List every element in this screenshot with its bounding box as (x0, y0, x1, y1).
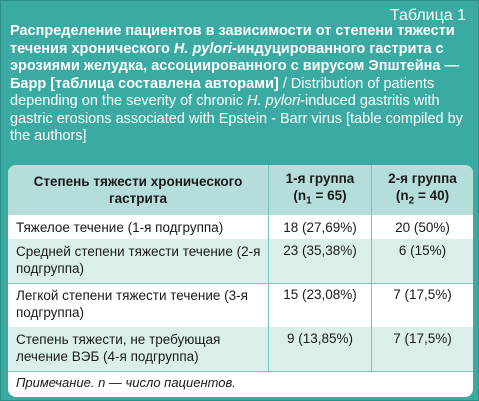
header-group-1-n-sub: 1 (306, 195, 312, 207)
header-group-2: 2-я группа (n2 = 40) (371, 165, 473, 215)
header-group-1: 1-я группа (n1 = 65) (268, 165, 371, 215)
row-group-1-value: 18 (27,69%) (268, 215, 371, 239)
title-en: / Distribution of patients depending on … (10, 76, 463, 145)
row-group-1-value: 9 (13,85%) (268, 327, 371, 371)
title-ru: Распределение пациентов в зависимости от… (10, 23, 459, 92)
row-group-1-value: 15 (23,08%) (268, 283, 371, 327)
row-group-2-value: 20 (50%) (371, 215, 473, 239)
table-row: Степень тяжести, не требующая лечение ВЭ… (8, 327, 473, 371)
row-divider (8, 371, 473, 372)
table-title: Распределение пациентов в зависимости от… (10, 23, 470, 146)
header-group-2-n: (n (395, 188, 409, 204)
header-group-2-label: 2-я группа (388, 171, 457, 187)
row-group-2-value: 7 (17,5%) (371, 283, 473, 327)
row-label: Средней степени тяжести течение (2-я под… (16, 244, 261, 276)
table-header-row: Степень тяжести хронического гастрита 1-… (8, 165, 473, 215)
row-group-2-value: 6 (15%) (371, 239, 473, 283)
title-en-species: H. pylori (246, 93, 301, 109)
table-note: Примечание. n — число пациентов. (16, 375, 236, 390)
header-severity: Степень тяжести хронического гастрита (33, 174, 243, 206)
row-divider (8, 283, 473, 284)
title-ru-part1: Распределение пациентов в зависимости от… (10, 23, 455, 57)
row-label: Тяжелое течение (1-я подгруппа) (16, 219, 224, 235)
row-group-2-value: 7 (17,5%) (371, 327, 473, 371)
row-label: Степень тяжести, не требующая лечение ВЭ… (16, 332, 221, 364)
title-ru-part2: -индуцированного гастрита с эрозиями жел… (10, 40, 460, 92)
title-en-part1: / Distribution of patients depending on … (10, 75, 435, 110)
header-group-2-count: (n2 = 40) (396, 187, 449, 210)
row-group-1-value: 23 (35,38%) (268, 239, 371, 283)
header-group-1-label: 1-я группа (285, 171, 355, 187)
header-group-1-n: (n (293, 188, 307, 204)
data-table: Степень тяжести хронического гастрита 1-… (8, 165, 473, 397)
table-number: Таблица 1 (389, 7, 466, 24)
header-group-1-count: (n1 = 65) (293, 187, 346, 210)
table-row: Легкой степени тяжести течение (3-я подг… (8, 283, 473, 327)
header-group-1-n-value: = 65) (311, 188, 347, 204)
table-row: Средней степени тяжести течение (2-я под… (8, 239, 473, 283)
header-group-2-n-sub: 2 (408, 195, 415, 207)
header-group-2-n-value: = 40) (414, 188, 450, 204)
table-row: Тяжелое течение (1-я подгруппа) 18 (27,6… (8, 215, 473, 239)
title-en-part2: -induced gastritis with gastric erosions… (10, 93, 463, 144)
title-ru-species: H. pylori (173, 40, 232, 57)
row-label: Легкой степени тяжести течение (3-я подг… (16, 288, 248, 320)
